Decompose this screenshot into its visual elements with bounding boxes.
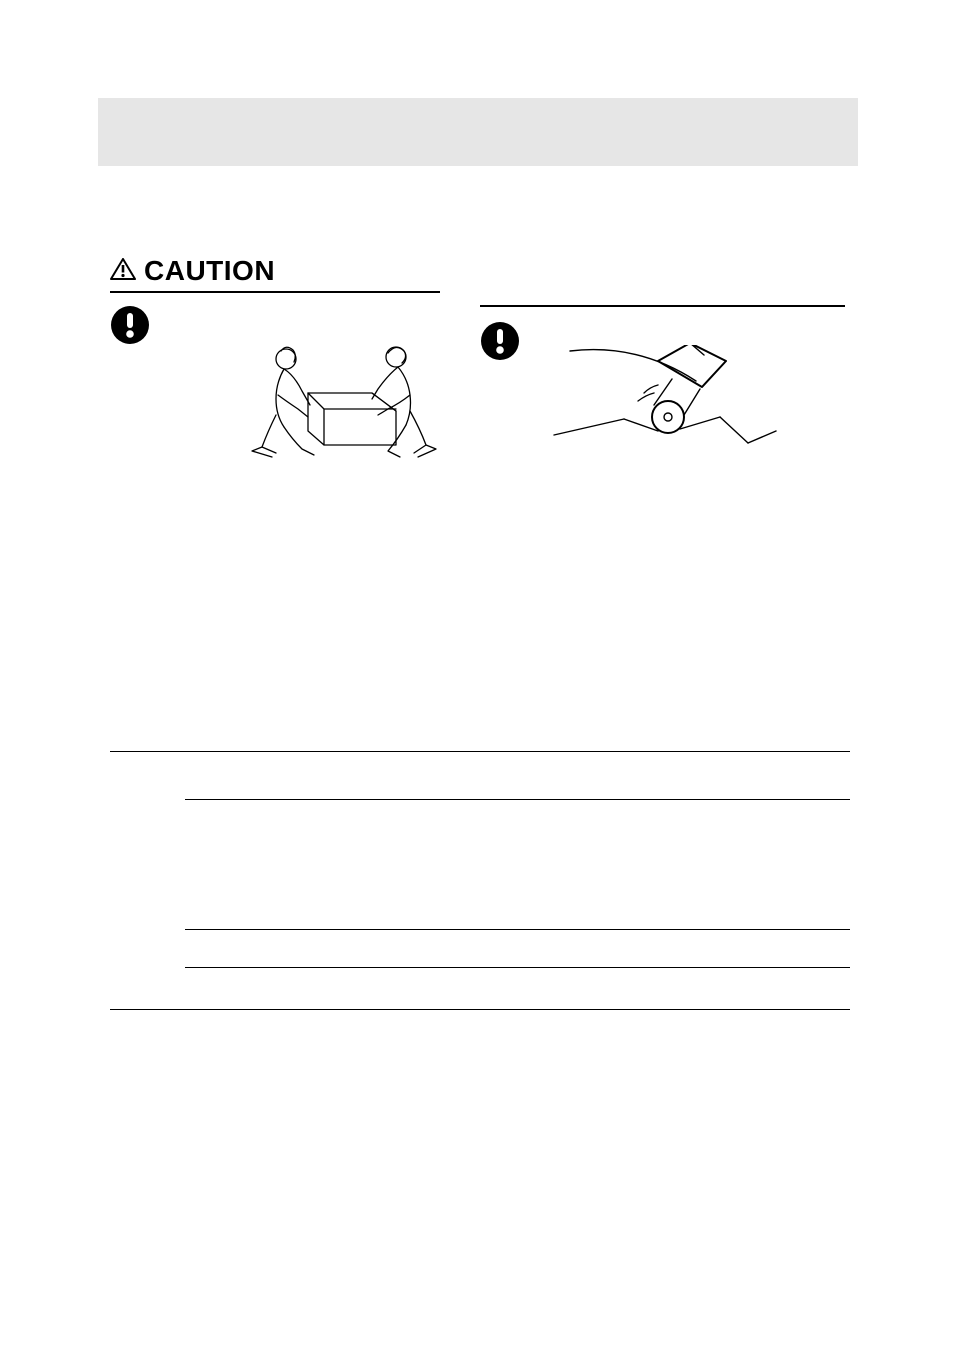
horizontal-rule-indent <box>185 799 850 800</box>
two-people-lifting-illustration <box>248 345 438 465</box>
mandatory-action-icon <box>480 348 520 365</box>
caution-heading: CAUTION <box>110 255 850 287</box>
horizontal-rule <box>110 751 850 752</box>
caster-wheel-illustration <box>550 345 780 465</box>
mandatory-action-icon <box>110 332 150 349</box>
caution-columns <box>110 305 850 366</box>
caution-item-right <box>480 305 845 366</box>
caution-underline <box>110 291 440 293</box>
content-area: CAUTION <box>110 255 850 366</box>
caution-item-left <box>110 305 450 366</box>
horizontal-rule <box>110 1009 850 1010</box>
horizontal-rule-indent <box>185 929 850 930</box>
header-band <box>98 98 858 166</box>
warning-triangle-icon <box>110 258 136 285</box>
horizontal-rule-indent <box>185 967 850 968</box>
caution-label: CAUTION <box>144 255 275 287</box>
column-top-rule <box>480 305 845 307</box>
